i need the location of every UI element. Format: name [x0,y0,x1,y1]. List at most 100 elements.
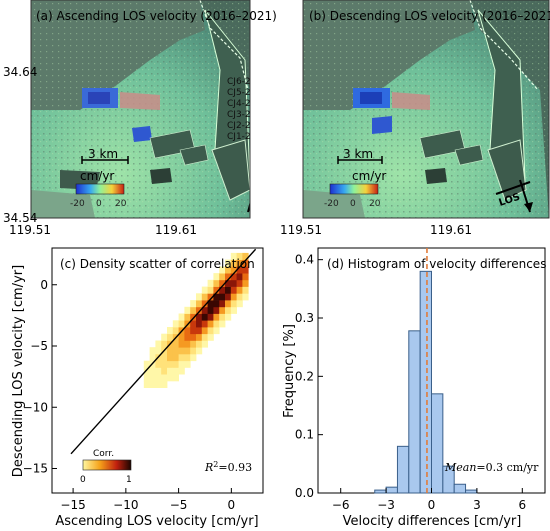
density-cell [161,374,168,382]
station-label: CJ5-2 [227,88,251,98]
density-cell [225,266,232,274]
density-cell [161,360,168,368]
density-cell [201,306,208,314]
station-triangle-icon [249,81,250,139]
lon-tick: 119.51 [280,223,322,237]
density-cell [184,306,191,314]
density-cell [190,354,197,362]
density-cell [196,347,203,355]
density-cell [196,340,203,348]
density-cell [213,293,220,301]
density-cell [178,320,185,328]
density-cell [201,293,208,301]
density-cell [190,333,197,341]
station-label: CJ2-2 [227,121,251,131]
density-cell [196,327,203,335]
density-cell [219,266,226,274]
density-cell [172,360,179,368]
histogram-bar [419,270,432,494]
density-cell [155,367,162,375]
density-cell [236,293,243,301]
density-cell [184,347,191,355]
histogram-bar [396,445,410,494]
density-cell [213,306,220,314]
x-tick-label: −10 [113,498,138,512]
density-cell [167,327,174,335]
density-cell [161,354,168,362]
density-cell [196,313,203,321]
svg-text:0: 0 [80,475,86,485]
density-cell [196,333,203,341]
histogram-panel: −6 −3 0 3 6 0.4 0.3 0.2 0.1 0.0 (d) Histogram of … [282,247,546,529]
density-cell [207,279,214,287]
histogram-bar [408,330,421,494]
density-cell [219,300,226,308]
density-cell [196,306,203,314]
density-cell [178,333,185,341]
svg-text:LOS: LOS [256,178,280,194]
density-cell [213,300,220,308]
density-cell [167,347,174,355]
x-tick-label: 0 [228,498,236,512]
density-cell [190,327,197,335]
lat-tick: 34.54 [3,211,37,225]
density-cell [207,293,214,301]
histogram-bar [453,483,467,494]
density-cell [167,360,174,368]
svg-text:3 km: 3 km [343,147,373,161]
svg-text:-20: -20 [324,199,339,209]
density-cell [242,266,249,274]
density-cell [201,320,208,328]
density-cell [201,327,208,335]
density-cell [207,300,214,308]
density-cell [201,333,208,341]
y-tick-label: 0.1 [295,428,314,442]
density-cell [236,279,243,287]
station-markers: CJ6-2 CJ5-2 CJ4-2 CJ3-2 CJ2-2 CJ1-2 [227,77,251,142]
density-cell [225,293,232,301]
density-cell [230,273,237,281]
density-cell [190,340,197,348]
density-cell [190,313,197,321]
x-tick-label: −6 [332,498,350,512]
density-cell [219,286,226,294]
density-cell [190,347,197,355]
density-cell [178,347,185,355]
density-cell [196,300,203,308]
density-cell [236,259,243,267]
density-cell [207,313,214,321]
density-cell [219,279,226,287]
panel-b-title: (b) Descending LOS velocity (2016–2021) [309,9,550,23]
density-cell [155,380,162,388]
density-cell [230,266,237,274]
density-cell [184,313,191,321]
density-cell [242,273,249,281]
density-cell [184,333,191,341]
scatter-y-label: Descending LOS velocity [cm/yr] [11,265,26,477]
regression-line [70,248,257,455]
density-cell [201,300,208,308]
mean-annotation: Mean=0.3 cm/yr [444,461,539,474]
station-label: CJ4-2 [227,99,251,109]
x-tick-label: −5 [170,498,188,512]
histogram-bar [442,465,455,494]
scatter-panel: −15 −10 −5 0 0 −5 −10 −15 (c) Density scatter o… [11,247,264,529]
x-tick-label: 0 [428,498,436,512]
density-cell [190,320,197,328]
map-panel-ascending: CJ6-2 CJ5-2 CJ4-2 CJ3-2 CJ2-2 CJ1-2 3 km… [31,0,280,218]
density-cell [167,354,174,362]
density-cell [242,286,249,294]
density-cell [230,279,237,287]
density-cell [190,300,197,308]
density-cell [178,313,185,321]
density-cell [149,380,156,388]
density-cell [149,367,156,375]
station-label: CJ1-2 [227,132,251,142]
density-cell [172,340,179,348]
density-cell [161,367,168,375]
density-cell [201,340,208,348]
density-cell [149,374,156,382]
y-tick-label: 0.2 [295,369,314,383]
density-cell [207,333,214,341]
density-cell [225,259,232,267]
